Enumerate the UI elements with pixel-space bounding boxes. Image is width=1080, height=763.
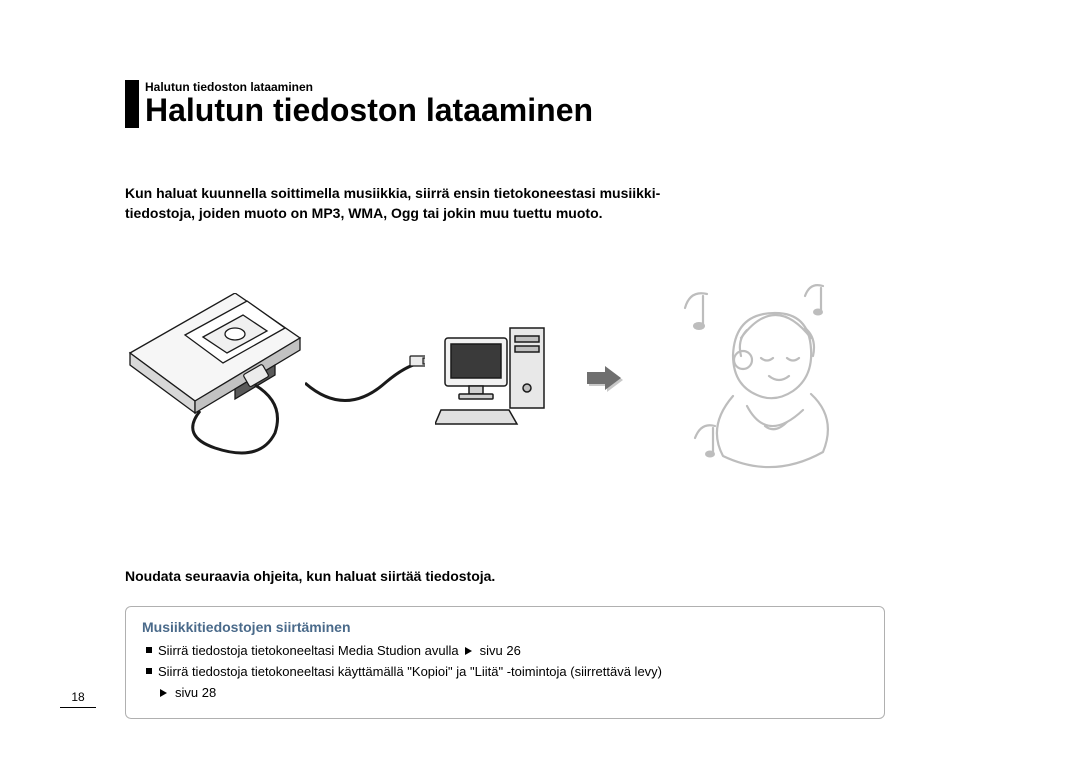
computer-illustration <box>435 318 555 438</box>
page-number-rule <box>60 707 96 709</box>
manual-page: Halutun tiedoston lataaminen Halutun tie… <box>0 0 1080 763</box>
pc-icon <box>435 318 555 438</box>
info-box: Musiikkitiedostojen siirtäminen Siirrä t… <box>125 606 885 718</box>
page-ref: sivu 28 <box>175 685 216 700</box>
page-title: Halutun tiedoston lataaminen <box>145 94 593 128</box>
triangle-icon <box>160 689 167 697</box>
info-box-item: Siirrä tiedostoja tietokoneeltasi Media … <box>142 641 868 662</box>
page-ref: sivu 26 <box>480 643 521 658</box>
illustration-row <box>125 278 980 478</box>
info-box-item: Siirrä tiedostoja tietokoneeltasi käyttä… <box>142 662 868 704</box>
page-header: Halutun tiedoston lataaminen Halutun tie… <box>125 80 980 128</box>
page-number: 18 <box>71 690 84 704</box>
bullet-icon <box>146 647 152 653</box>
bullet-icon <box>146 668 152 674</box>
arrow-icon <box>585 363 625 393</box>
item-text: Siirrä tiedostoja tietokoneeltasi käyttä… <box>158 664 662 679</box>
mp3-device-illustration <box>125 293 315 463</box>
header-text-group: Halutun tiedoston lataaminen Halutun tie… <box>145 80 593 128</box>
device-icon <box>125 293 315 463</box>
listener-illustration <box>655 278 865 478</box>
page-number-block: 18 <box>60 690 96 709</box>
instructions-heading: Noudata seuraavia ohjeita, kun haluat si… <box>125 568 980 584</box>
triangle-icon <box>465 647 472 655</box>
cable-icon <box>305 328 425 428</box>
item-text: Siirrä tiedostoja tietokoneeltasi Media … <box>158 643 459 658</box>
info-box-title: Musiikkitiedostojen siirtäminen <box>142 619 868 635</box>
person-icon <box>655 278 865 478</box>
header-bar <box>125 80 139 128</box>
intro-paragraph: Kun haluat kuunnella soittimella musiikk… <box>125 183 980 224</box>
